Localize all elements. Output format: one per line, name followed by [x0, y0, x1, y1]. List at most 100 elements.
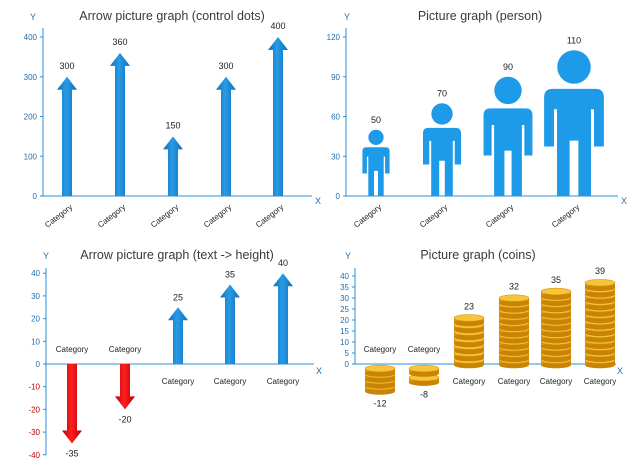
data-label: 300	[218, 61, 233, 71]
coin-bottom	[585, 342, 615, 349]
coin-bottom	[541, 336, 571, 344]
coin-bottom	[585, 348, 615, 356]
coin-bottom	[541, 311, 571, 319]
coin-bottom	[454, 361, 484, 369]
person-body	[422, 127, 462, 196]
person-body	[362, 147, 390, 196]
person-body	[544, 88, 604, 196]
category-label: Category	[202, 202, 233, 229]
coin-stack	[453, 314, 485, 369]
y-tick-label: 0	[345, 360, 350, 369]
y-tick-label: 20	[31, 315, 40, 324]
data-label: 70	[437, 88, 447, 98]
coin-bottom	[541, 343, 571, 350]
coin-bottom	[499, 305, 529, 313]
coin-bottom	[409, 370, 439, 377]
data-label: 39	[595, 266, 605, 276]
coins-chart: Picture graph (coins) Y X 0 5 10 15 20 25 30 35…	[340, 248, 623, 408]
y-tick-label: 30	[331, 152, 340, 161]
category-label: Category	[254, 202, 285, 229]
coin-bottom	[585, 290, 615, 298]
y-tick-label: 30	[340, 294, 349, 303]
y-tick-label: -10	[28, 383, 40, 392]
arrow-bar	[168, 307, 188, 364]
y-tick-label: 25	[340, 305, 349, 314]
y-tick-label: -20	[28, 405, 40, 414]
data-label: 32	[509, 282, 519, 292]
coin-stack	[408, 364, 440, 386]
category-label: Category	[149, 202, 180, 229]
coin-bottom	[585, 329, 615, 337]
person-figure	[422, 103, 462, 196]
data-label: 150	[165, 120, 180, 130]
y-tick-label: -40	[28, 451, 40, 460]
y-tick-label: -30	[28, 428, 40, 437]
data-label: -12	[373, 398, 386, 408]
category-label: Category	[484, 202, 515, 229]
y-tick-label: 10	[340, 338, 349, 347]
data-label: 90	[503, 62, 513, 72]
coin-bottom	[585, 361, 615, 369]
y-tick-label: 120	[327, 33, 341, 42]
y-tick-label: 400	[24, 33, 38, 42]
y-tick-label: 35	[340, 283, 349, 292]
coin-bottom	[541, 361, 571, 369]
coin-bottom	[585, 297, 615, 304]
coin-top	[453, 314, 485, 322]
category-label: Category	[214, 377, 246, 386]
data-label: 400	[270, 21, 285, 31]
coin-top	[364, 364, 396, 373]
arrow-bar	[115, 364, 135, 410]
coin-bottom	[499, 349, 529, 356]
category-label: Category	[453, 377, 485, 386]
category-label: Category	[96, 202, 127, 229]
y-tick-label: 15	[340, 327, 349, 336]
arrow-bar	[110, 52, 130, 197]
y-axis-letter: Y	[344, 12, 350, 22]
y-tick-label: 90	[331, 73, 340, 82]
coin-bottom	[499, 318, 529, 325]
coin-bottom	[541, 349, 571, 356]
category-label: Category	[498, 377, 530, 386]
category-label: Category	[43, 202, 74, 229]
y-tick-label: 30	[31, 292, 40, 301]
coin-bottom	[585, 316, 615, 324]
coin-bottom	[454, 354, 484, 362]
coin-bottom	[541, 330, 571, 338]
coin-bottom	[585, 355, 615, 362]
coin-bottom	[499, 343, 529, 350]
category-label: Category	[418, 202, 449, 229]
person-body	[483, 108, 533, 196]
coin-bottom	[454, 319, 484, 327]
chart-title: Picture graph (coins)	[420, 248, 535, 262]
coin-bottom	[365, 376, 395, 383]
y-tick-label: 200	[24, 113, 38, 122]
arrow-chart-control-dots: Arrow picture graph (control dots) Y X 0…	[24, 9, 321, 230]
coin-bottom	[454, 347, 484, 355]
arrow-bar	[268, 37, 288, 196]
arrow-bar	[220, 284, 240, 364]
data-label: 35	[225, 270, 235, 280]
coin-bottom	[541, 299, 571, 307]
y-tick-label: 100	[24, 152, 38, 161]
arrow-bar	[57, 76, 77, 196]
person-figure	[362, 129, 390, 196]
category-label: Category	[408, 345, 440, 354]
person-head	[368, 129, 384, 145]
x-axis-letter: X	[315, 196, 321, 206]
coin-bottom	[541, 293, 571, 300]
coin-bottom	[585, 284, 615, 292]
y-tick-label: 20	[340, 316, 349, 325]
coin-bottom	[409, 379, 439, 386]
category-label: Category	[364, 345, 396, 354]
person-figure	[483, 76, 533, 196]
arrow-bar	[216, 76, 236, 196]
arrow-bar	[62, 364, 82, 444]
coin-bottom	[499, 336, 529, 344]
coin-bottom	[499, 312, 529, 319]
y-tick-label: 0	[33, 192, 38, 201]
y-tick-label: 60	[331, 113, 340, 122]
data-label: 110	[567, 35, 581, 45]
arrow-chart-text-height: Arrow picture graph (text -> height) Y X…	[28, 248, 322, 460]
